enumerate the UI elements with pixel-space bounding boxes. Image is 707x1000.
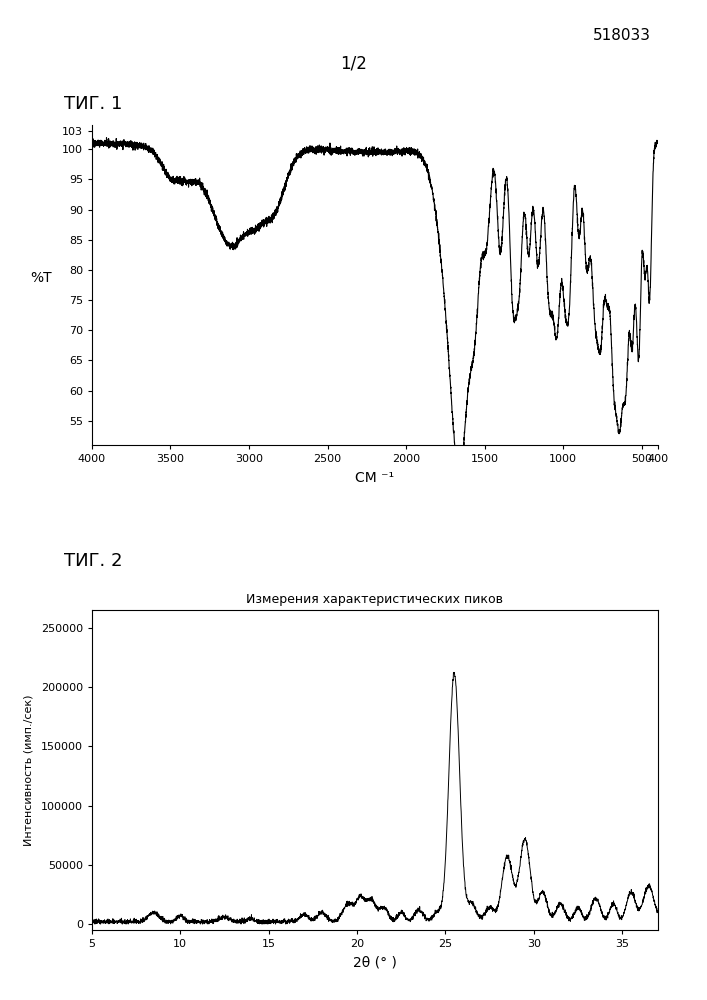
Text: 1/2: 1/2 [340, 55, 367, 73]
X-axis label: СМ ⁻¹: СМ ⁻¹ [355, 471, 395, 485]
Y-axis label: Интенсивность (имп./сек): Интенсивность (имп./сек) [24, 694, 34, 846]
Text: ΤИГ. 2: ΤИГ. 2 [64, 552, 122, 570]
Text: 518033: 518033 [593, 28, 651, 43]
Y-axis label: %T: %T [30, 271, 52, 285]
Title: Измерения характеристических пиков: Измерения характеристических пиков [246, 593, 503, 606]
Text: ΤИГ. 1: ΤИГ. 1 [64, 95, 122, 113]
X-axis label: 2θ (° ): 2θ (° ) [353, 956, 397, 970]
